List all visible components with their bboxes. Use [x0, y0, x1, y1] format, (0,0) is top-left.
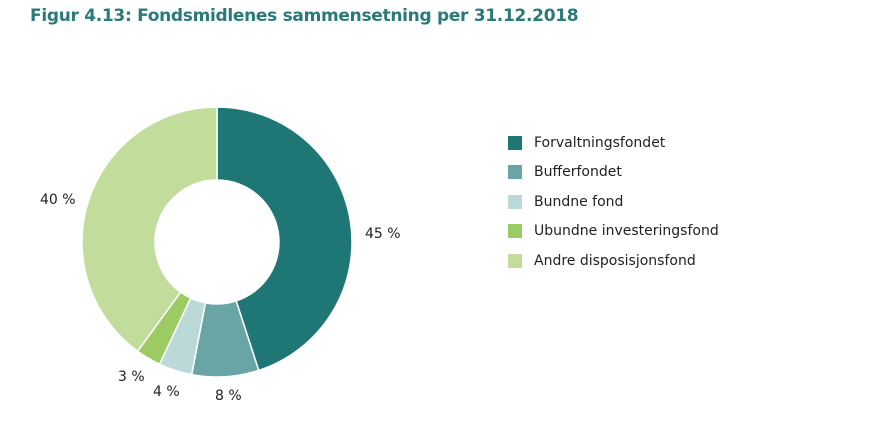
legend-item: Forvaltningsfondet [508, 128, 719, 158]
legend-item: Bundne fond [508, 187, 719, 217]
legend-swatch [508, 135, 522, 150]
legend-label: Bufferfondet [534, 164, 622, 181]
donut-slice-0 [216, 106, 353, 372]
data-label-0: 45 % [365, 226, 401, 242]
chart-title: Figur 4.13: Fondsmidlenes sammensetning … [30, 6, 579, 26]
data-label-2: 4 % [153, 384, 180, 400]
data-label-3: 3 % [118, 369, 145, 385]
legend-swatch [508, 253, 522, 268]
legend-label: Andre disposisjonsfond [534, 252, 696, 269]
legend: Forvaltningsfondet Bufferfondet Bundne f… [508, 128, 719, 276]
legend-label: Ubundne investeringsfond [534, 223, 719, 240]
legend-item: Ubundne investeringsfond [508, 217, 719, 247]
data-label-4: 40 % [40, 192, 76, 208]
data-label-1: 8 % [215, 388, 242, 404]
legend-swatch [508, 165, 522, 180]
legend-label: Bundne fond [534, 193, 624, 210]
donut-slice-4 [81, 106, 218, 353]
legend-label: Forvaltningsfondet [534, 134, 666, 151]
legend-swatch [508, 194, 522, 209]
legend-swatch [508, 224, 522, 239]
legend-item: Bufferfondet [508, 158, 719, 188]
legend-item: Andre disposisjonsfond [508, 246, 719, 276]
